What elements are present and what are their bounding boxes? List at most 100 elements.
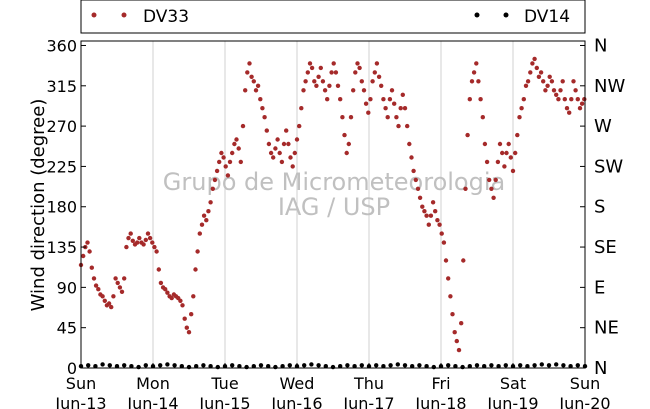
data-point-dv33 bbox=[446, 276, 451, 281]
data-point-dv14 bbox=[251, 364, 256, 369]
data-point-dv33 bbox=[322, 88, 328, 93]
y-tick-label: 360 bbox=[46, 36, 77, 55]
y-tick-label: 90 bbox=[57, 278, 77, 297]
y2-tick-label: E bbox=[594, 277, 605, 298]
data-point-dv33 bbox=[135, 240, 140, 245]
data-point-dv33 bbox=[264, 128, 269, 133]
data-point-dv14 bbox=[532, 363, 537, 368]
data-point-dv33 bbox=[368, 97, 373, 102]
data-point-dv33 bbox=[340, 115, 345, 120]
data-point-dv33 bbox=[409, 155, 414, 160]
data-point-dv33 bbox=[515, 132, 520, 138]
data-point-dv33 bbox=[292, 150, 297, 156]
x-tick-date-label: Jun-15 bbox=[198, 394, 250, 409]
data-point-dv33 bbox=[266, 141, 272, 147]
data-point-dv33 bbox=[294, 137, 300, 142]
x-tick-day-label: Tue bbox=[210, 374, 238, 393]
y2-tick-label: N bbox=[594, 358, 607, 379]
data-point-dv33 bbox=[366, 110, 371, 115]
data-point-dv33 bbox=[284, 128, 289, 133]
y2-tick-label: N bbox=[594, 35, 607, 56]
data-point-dv33 bbox=[351, 88, 356, 93]
data-point-dv33 bbox=[420, 204, 425, 209]
data-point-dv33 bbox=[541, 79, 546, 84]
data-point-dv33 bbox=[495, 159, 501, 165]
data-point-dv33 bbox=[433, 209, 438, 214]
data-point-dv33 bbox=[569, 97, 574, 102]
data-point-dv33 bbox=[398, 106, 403, 111]
x-tick-date-label: Jun-18 bbox=[414, 394, 466, 409]
data-point-dv33 bbox=[312, 79, 317, 84]
data-point-dv14 bbox=[525, 364, 530, 369]
data-point-dv33 bbox=[230, 150, 235, 156]
data-point-dv33 bbox=[286, 141, 291, 147]
data-point-dv14 bbox=[554, 362, 559, 367]
data-point-dv33 bbox=[303, 79, 308, 84]
data-point-dv33 bbox=[387, 97, 393, 102]
x-tick-date-label: Jun-19 bbox=[486, 394, 538, 409]
data-point-dv33 bbox=[305, 70, 310, 75]
y-tick-label: 180 bbox=[46, 198, 77, 217]
data-point-dv33 bbox=[411, 168, 416, 174]
data-point-dv33 bbox=[262, 115, 267, 120]
data-point-dv33 bbox=[556, 97, 561, 102]
data-point-dv33 bbox=[342, 132, 347, 138]
data-point-dv33 bbox=[137, 235, 142, 241]
data-point-dv14 bbox=[330, 364, 336, 370]
data-point-dv33 bbox=[459, 321, 464, 326]
data-point-dv33 bbox=[439, 231, 444, 236]
data-point-dv33 bbox=[301, 88, 306, 93]
data-point-dv33 bbox=[430, 200, 436, 205]
data-point-dv33 bbox=[219, 150, 224, 156]
data-point-dv14 bbox=[114, 364, 120, 369]
data-point-dv14 bbox=[266, 364, 271, 369]
data-point-dv33 bbox=[333, 70, 339, 75]
data-point-dv33 bbox=[128, 231, 133, 236]
data-point-dv33 bbox=[253, 88, 259, 93]
data-point-dv33 bbox=[502, 164, 507, 169]
data-point-dv14 bbox=[352, 364, 357, 369]
y-tick-label: 225 bbox=[46, 157, 77, 176]
x-tick-date-label: Jun-14 bbox=[126, 394, 178, 409]
watermark-line-1: Grupo de Micrometeorologia bbox=[163, 168, 505, 196]
data-point-dv33 bbox=[210, 186, 215, 191]
data-point-dv33 bbox=[122, 276, 127, 281]
y2-tick-label: S bbox=[594, 197, 605, 218]
data-point-dv33 bbox=[493, 177, 498, 183]
data-point-dv33 bbox=[320, 79, 326, 84]
data-point-dv33 bbox=[510, 168, 516, 174]
data-point-dv33 bbox=[158, 280, 164, 286]
data-point-dv33 bbox=[448, 294, 453, 299]
data-point-dv33 bbox=[513, 150, 518, 156]
data-point-dv33 bbox=[564, 106, 570, 111]
data-point-dv33 bbox=[327, 83, 332, 89]
data-point-dv33 bbox=[245, 70, 250, 75]
data-point-dv33 bbox=[169, 295, 174, 301]
x-tick-date-label: Jun-16 bbox=[270, 394, 322, 409]
y2-tick-label: W bbox=[594, 116, 612, 137]
data-point-dv14 bbox=[230, 363, 235, 368]
data-point-dv33 bbox=[279, 159, 285, 165]
data-point-dv33 bbox=[290, 164, 295, 169]
data-point-dv14 bbox=[93, 364, 98, 369]
data-point-dv33 bbox=[551, 88, 557, 93]
data-point-dv33 bbox=[392, 101, 397, 106]
x-tick-day-label: Thu bbox=[353, 374, 384, 393]
data-point-dv14 bbox=[287, 363, 292, 368]
data-point-dv33 bbox=[450, 312, 455, 317]
data-point-dv33 bbox=[115, 280, 120, 286]
legend-dv14-marker bbox=[503, 12, 509, 18]
data-point-dv33 bbox=[545, 83, 550, 89]
data-point-dv33 bbox=[489, 186, 494, 191]
data-point-dv33 bbox=[189, 312, 194, 317]
data-point-dv33 bbox=[197, 231, 202, 236]
data-point-dv14 bbox=[179, 364, 184, 369]
data-point-dv33 bbox=[497, 141, 503, 147]
legend-dv14-marker bbox=[474, 12, 480, 18]
data-point-dv33 bbox=[223, 164, 228, 169]
data-point-dv14 bbox=[201, 363, 206, 368]
data-point-dv14 bbox=[503, 363, 508, 368]
data-point-dv33 bbox=[538, 70, 544, 75]
data-point-dv33 bbox=[201, 213, 207, 218]
data-point-dv33 bbox=[111, 294, 116, 299]
